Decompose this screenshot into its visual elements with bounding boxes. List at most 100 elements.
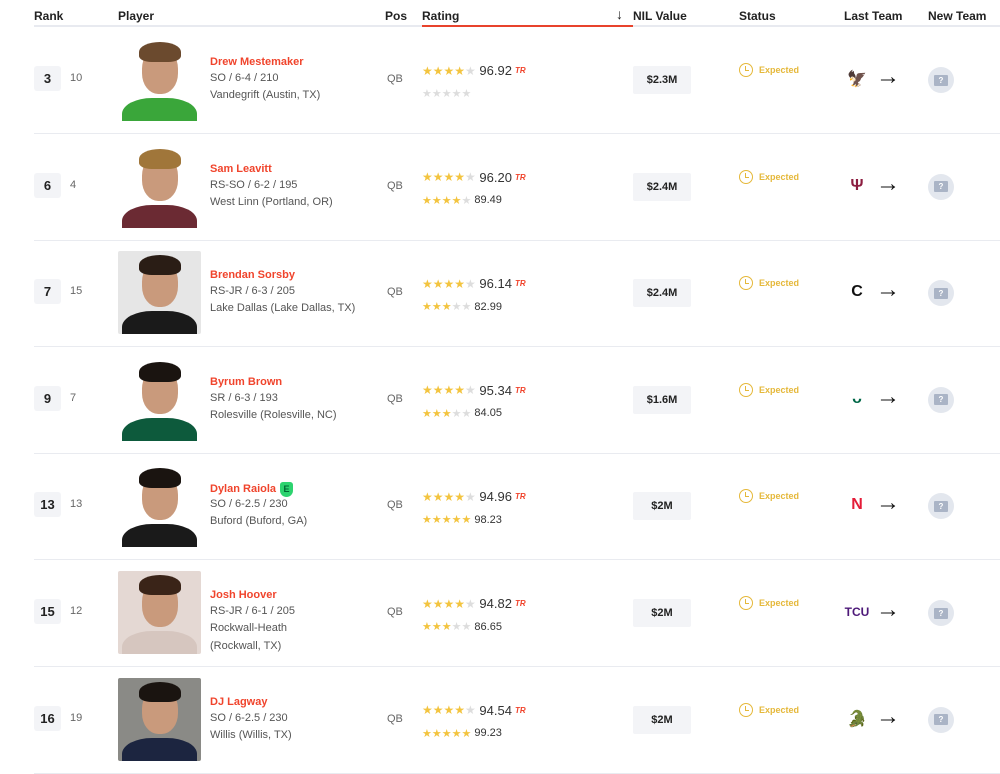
position: QB: [387, 73, 403, 85]
col-nil[interactable]: NIL Value: [633, 9, 687, 23]
player-name-link[interactable]: Dylan Raiola: [210, 483, 277, 496]
star-rating-icon: ★★★★★: [422, 301, 472, 314]
nil-value[interactable]: $2M: [633, 599, 691, 627]
player-name[interactable]: Byrum Brown: [210, 376, 282, 388]
elite-badge-icon: E: [280, 482, 294, 498]
table-row[interactable]: 6 4 Sam Leavitt RS-SO / 6-2 / 195 West L…: [34, 134, 1000, 241]
table-row[interactable]: 9 7 Byrum Brown SR / 6-3 / 193 Rolesvill…: [34, 347, 1000, 454]
player-photo[interactable]: [118, 251, 201, 335]
player-name-link[interactable]: Sam Leavitt: [210, 162, 272, 175]
player-name[interactable]: Dylan Raiola E: [210, 482, 294, 498]
status-badge: Expected: [739, 169, 799, 184]
table-row[interactable]: 13 13 Dylan Raiola E SO / 6-2.5 / 230 Buf…: [34, 453, 1000, 561]
nil-value[interactable]: $2.4M: [633, 279, 691, 308]
last-team-logo-icon[interactable]: N: [851, 496, 863, 514]
arrow-right-icon: →: [876, 596, 900, 623]
unknown-team-icon[interactable]: ?: [928, 173, 954, 200]
recruit-rating: ★★★★★ 99.23: [422, 727, 502, 740]
arrow-right-icon: →: [876, 489, 900, 517]
player-photo[interactable]: [118, 464, 201, 548]
col-pos[interactable]: Pos: [385, 9, 408, 23]
rating-value: 84.05: [474, 407, 502, 420]
col-status[interactable]: Status: [739, 9, 776, 23]
last-team-logo-icon[interactable]: 🐊: [847, 710, 867, 728]
table-row[interactable]: 16 19 DJ Lagway SO / 6-2.5 / 230 Willis …: [34, 667, 1000, 774]
rank: 6: [34, 172, 61, 198]
col-new-team[interactable]: New Team: [928, 9, 987, 23]
nil-value[interactable]: $2.3M: [633, 66, 691, 94]
clock-icon: [739, 702, 753, 717]
last-team-logo-icon[interactable]: TCU: [844, 605, 870, 619]
col-rank[interactable]: Rank: [34, 9, 64, 23]
transfer-rating: ★★★★★ 94.54 TR: [422, 703, 526, 718]
player-photo[interactable]: [118, 357, 201, 441]
star-rating-icon: ★★★★★: [422, 194, 472, 207]
star-rating-icon: ★★★★★: [422, 703, 476, 718]
clock-icon: [739, 169, 753, 184]
last-team-logo-icon[interactable]: Ψ: [850, 176, 864, 194]
player-name-link[interactable]: Byrum Brown: [210, 375, 283, 388]
unknown-team-icon[interactable]: ?: [928, 600, 954, 626]
position: QB: [387, 392, 403, 405]
rating-value: 96.14: [479, 276, 512, 292]
clock-icon: [739, 596, 753, 610]
unknown-team-icon[interactable]: ?: [928, 706, 954, 733]
rating-value: 96.92: [479, 63, 512, 78]
nil-value[interactable]: $2M: [633, 705, 691, 734]
status-text: Expected: [759, 598, 800, 608]
player-photo[interactable]: [118, 38, 201, 121]
previous-rank: 7: [70, 391, 77, 404]
clock-icon: [739, 276, 753, 291]
tr-logo-icon: TR: [514, 279, 526, 289]
nil-value[interactable]: $2M: [633, 492, 691, 521]
unknown-team-icon[interactable]: ?: [928, 386, 954, 413]
recruit-rating: ★★★★★ 82.99: [422, 300, 502, 314]
rating-value: 94.96: [479, 489, 512, 505]
player-photo[interactable]: [118, 144, 201, 228]
table-row[interactable]: 7 15 Brendan Sorsby RS-JR / 6-3 / 205 La…: [34, 240, 1000, 348]
transfer-rating: ★★★★★ 95.34 TR: [422, 383, 526, 398]
col-rating[interactable]: Rating: [422, 9, 460, 23]
rank: 15: [34, 599, 61, 624]
col-last-team[interactable]: Last Team: [844, 9, 903, 23]
unknown-team-icon[interactable]: ?: [928, 493, 954, 520]
player-photo[interactable]: [118, 677, 201, 761]
player-name[interactable]: Drew Mestemaker: [210, 56, 304, 68]
arrow-right-icon: →: [876, 276, 900, 304]
unknown-team-icon[interactable]: ?: [928, 67, 954, 93]
table-row[interactable]: 3 10 Drew Mestemaker SO / 6-4 / 210 Vand…: [34, 27, 1000, 134]
player-measurements: SO / 6-4 / 210: [210, 72, 279, 84]
player-name-link[interactable]: Drew Mestemaker: [210, 56, 304, 68]
last-team-logo-icon[interactable]: 🦅: [847, 71, 867, 88]
last-team-logo-icon[interactable]: C: [851, 283, 863, 301]
player-name[interactable]: Sam Leavitt: [210, 163, 272, 175]
position: QB: [387, 179, 403, 192]
player-measurements: RS-SO / 6-2 / 195: [210, 178, 298, 191]
player-photo[interactable]: [118, 571, 201, 654]
star-rating-icon: ★★★★★: [422, 407, 472, 420]
table-row[interactable]: 15 12 Josh Hoover RS-JR / 6-1 / 205 Rock…: [34, 560, 1000, 667]
status-badge: Expected: [739, 276, 799, 291]
unknown-team-icon[interactable]: ?: [928, 280, 954, 307]
player-name-link[interactable]: Brendan Sorsby: [210, 269, 295, 282]
col-player[interactable]: Player: [118, 9, 155, 23]
rank: 7: [34, 279, 61, 305]
player-name-link[interactable]: DJ Lagway: [210, 695, 268, 708]
player-name[interactable]: Brendan Sorsby: [210, 269, 295, 281]
rating-value: 95.34: [479, 382, 512, 398]
arrow-right-icon: →: [876, 63, 900, 90]
previous-rank: 19: [70, 711, 83, 724]
last-team-logo-icon[interactable]: ᴗ: [852, 389, 862, 407]
player-hometown-cont: (Rockwall, TX): [210, 640, 282, 652]
rating-value: 89.49: [474, 194, 502, 207]
sort-desc-icon[interactable]: ↓: [616, 6, 623, 22]
star-rating-icon: ★★★★★: [422, 383, 476, 398]
player-name[interactable]: Josh Hoover: [210, 589, 277, 601]
nil-value[interactable]: $1.6M: [633, 385, 691, 414]
rating-value: 94.54: [479, 702, 512, 718]
nil-value[interactable]: $2.4M: [633, 172, 691, 201]
recruit-rating: ★★★★★: [422, 87, 474, 100]
status-badge: Expected: [739, 382, 799, 397]
player-name[interactable]: DJ Lagway: [210, 696, 267, 708]
player-name-link[interactable]: Josh Hoover: [210, 589, 277, 601]
